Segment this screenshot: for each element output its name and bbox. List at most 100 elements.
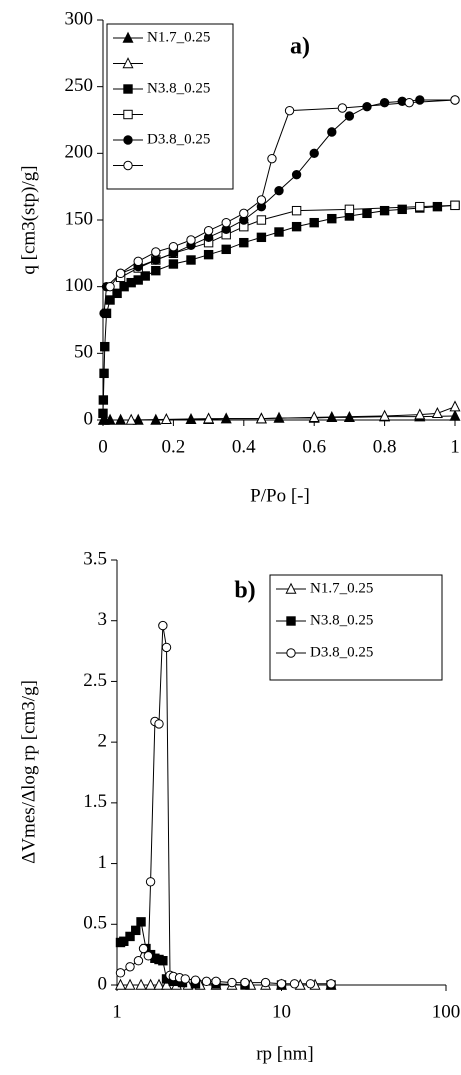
data-point [260, 977, 271, 988]
data-point [115, 968, 126, 978]
data-point [362, 208, 372, 219]
data-point [308, 411, 320, 423]
data-point [99, 368, 109, 379]
legend-label: N1.7_0.25 [147, 29, 210, 45]
data-point [284, 105, 295, 116]
data-point [379, 409, 391, 421]
legend-label: D3.8_0.25 [310, 644, 373, 660]
data-point [125, 931, 135, 942]
data-point [125, 413, 137, 425]
legend-marker [123, 84, 133, 94]
y-tick-label: 1 [98, 852, 108, 873]
y-tick-label: 0 [98, 973, 108, 994]
data-point [450, 95, 460, 105]
legend-marker [285, 582, 297, 594]
data-point [337, 103, 348, 113]
data-point [186, 255, 196, 265]
data-point [161, 642, 172, 653]
data-point [180, 974, 190, 984]
data-point [274, 185, 284, 196]
y-axis-label: q [cm3(stp)/g] [18, 165, 39, 274]
data-point [132, 413, 144, 425]
data-point [98, 395, 109, 405]
data-point [158, 620, 168, 631]
data-point [379, 97, 390, 108]
data-point [119, 936, 129, 946]
legend-marker [123, 109, 133, 120]
x-tick-label: 0 [98, 436, 108, 457]
data-point [185, 413, 197, 425]
data-point [239, 208, 249, 219]
data-point [415, 201, 425, 212]
y-tick-label: 1.5 [83, 791, 107, 812]
legend-box [269, 574, 443, 681]
data-point [203, 225, 214, 236]
data-point [153, 978, 165, 990]
data-point [267, 153, 277, 164]
data-point [450, 200, 460, 211]
data-point [432, 201, 443, 212]
y-tick-label: 0.5 [83, 913, 107, 934]
data-point [211, 976, 221, 987]
y-axis-label: ΔVmes/Δlog rp [cm3/g] [18, 680, 39, 864]
y-tick-label: 50 [74, 342, 93, 363]
y-tick-label: 200 [65, 142, 94, 163]
data-point [145, 877, 156, 887]
data-point [135, 978, 147, 990]
data-point [291, 169, 302, 180]
legend-label: N3.8_0.25 [310, 612, 373, 628]
data-point [221, 244, 231, 255]
data-point [98, 408, 108, 419]
data-point [256, 232, 267, 243]
data-point [240, 977, 250, 988]
legend-marker [123, 135, 133, 145]
series-line [131, 406, 456, 421]
data-point [344, 111, 355, 121]
data-point [100, 341, 110, 352]
legend-marker [122, 57, 134, 69]
x-tick-label: 0.6 [302, 436, 326, 457]
data-point [327, 127, 337, 137]
data-point [125, 962, 135, 972]
legend-label: D3.8_0.25 [147, 131, 210, 147]
data-point [344, 204, 355, 215]
y-tick-label: 2 [98, 731, 108, 752]
x-tick-label: 1 [450, 436, 460, 457]
data-point [133, 256, 143, 267]
data-point [105, 295, 115, 305]
data-point [158, 956, 168, 966]
data-point [449, 409, 461, 421]
data-point [203, 412, 215, 424]
data-point [168, 259, 179, 269]
data-point [112, 288, 122, 299]
data-point [104, 413, 116, 425]
y-tick-label: 2.5 [83, 670, 107, 691]
x-axis-label: P/Po [-] [250, 485, 310, 506]
x-tick-label: 100 [432, 1001, 461, 1022]
data-point [326, 979, 336, 989]
data-point [397, 204, 407, 215]
y-tick-label: 3 [98, 609, 108, 630]
data-point [151, 265, 161, 276]
data-point [221, 217, 231, 228]
x-tick-label: 0.2 [162, 436, 186, 457]
data-point [145, 978, 157, 990]
chart-title: b) [234, 578, 255, 604]
data-point [136, 917, 146, 927]
data-point [326, 411, 338, 423]
data-point [327, 213, 337, 224]
y-tick-label: 250 [65, 75, 94, 96]
y-tick-label: 100 [65, 275, 94, 296]
x-tick-label: 0.4 [232, 436, 256, 457]
data-point [379, 205, 390, 216]
data-point [143, 951, 154, 961]
legend-marker [286, 648, 296, 658]
data-point [291, 221, 302, 232]
y-tick-label: 3.5 [83, 548, 107, 569]
legend-label: N1.7_0.25 [310, 580, 373, 596]
data-point [114, 978, 126, 990]
x-tick-label: 1 [112, 1001, 122, 1022]
data-point [255, 412, 267, 424]
data-point [115, 268, 126, 279]
data-point [449, 400, 461, 412]
